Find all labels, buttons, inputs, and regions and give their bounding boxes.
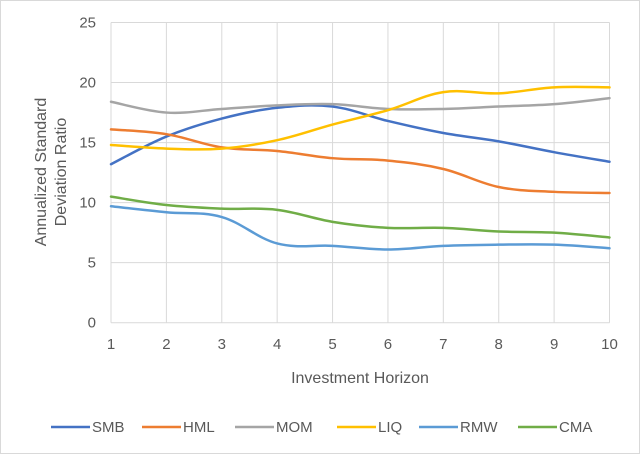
series-line-hml — [109, 128, 611, 195]
series-line-mom — [109, 96, 611, 115]
legend-label: RMW — [460, 419, 498, 436]
legend-item-rmw: RMW — [419, 419, 498, 436]
x-tick-label: 6 — [384, 336, 392, 353]
x-tick-label: 4 — [273, 336, 281, 353]
x-axis-ticks: 1 2 3 4 5 6 7 8 9 10 — [107, 336, 618, 353]
series-line-smb — [109, 104, 611, 166]
y-axis-ticks: 0 5 10 15 20 25 — [79, 15, 96, 332]
legend-item-mom: MOM — [235, 419, 313, 436]
y-tick-label: 25 — [79, 15, 96, 32]
series-line-cma — [109, 195, 611, 239]
y-tick-label: 5 — [88, 255, 96, 272]
legend-label: LIQ — [378, 419, 402, 436]
x-tick-label: 9 — [550, 336, 558, 353]
series-lines — [109, 85, 611, 251]
y-axis-title-line1: Annualized Standard — [33, 98, 50, 247]
legend-item-hml: HML — [142, 419, 215, 436]
series-line-liq — [109, 85, 611, 151]
y-tick-label: 15 — [79, 135, 96, 152]
legend-label: HML — [183, 419, 215, 436]
x-tick-label: 8 — [495, 336, 503, 353]
legend-item-cma: CMA — [518, 419, 592, 436]
y-tick-label: 10 — [79, 195, 96, 212]
x-tick-label: 1 — [107, 336, 115, 353]
legend-label: SMB — [92, 419, 125, 436]
x-tick-label: 10 — [601, 336, 618, 353]
x-axis-title: Investment Horizon — [291, 370, 429, 387]
legend-label: MOM — [276, 419, 313, 436]
y-tick-label: 20 — [79, 75, 96, 92]
y-tick-label: 0 — [88, 315, 96, 332]
legend-item-liq: LIQ — [337, 419, 402, 436]
gridlines — [110, 22, 610, 324]
x-tick-label: 5 — [328, 336, 336, 353]
x-tick-label: 3 — [218, 336, 226, 353]
x-tick-label: 2 — [162, 336, 170, 353]
x-tick-label: 7 — [439, 336, 447, 353]
legend-item-smb: SMB — [51, 419, 125, 436]
series-line-rmw — [109, 204, 611, 251]
legend: SMB HML MOM LIQ RMW CMA — [51, 419, 592, 436]
legend-label: CMA — [559, 419, 592, 436]
y-axis-title-line2: Deviation Ratio — [53, 118, 70, 227]
